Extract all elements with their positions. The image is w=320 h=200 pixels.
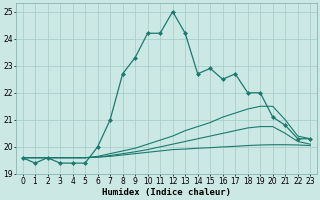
- X-axis label: Humidex (Indice chaleur): Humidex (Indice chaleur): [102, 188, 231, 197]
